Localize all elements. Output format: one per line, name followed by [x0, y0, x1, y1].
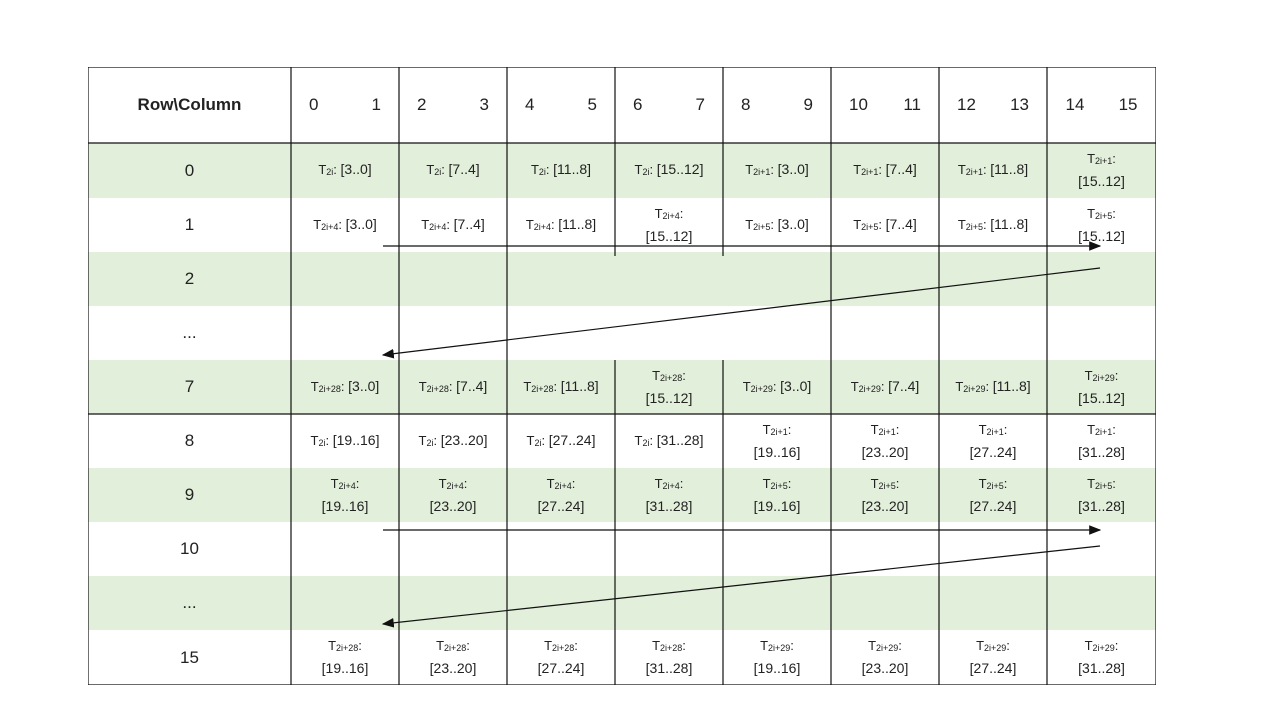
table-cell: T2i+1: [31..28]	[1078, 421, 1125, 460]
table-cell: T2i+4: [3..0]	[313, 215, 377, 232]
column-number: 7	[695, 95, 705, 114]
table-cell: T2i+28: [31..28]	[645, 638, 693, 676]
column-number: 8	[741, 95, 751, 114]
table-cell: T2i+4: [15..12]	[645, 205, 693, 244]
column-header: 12 13	[939, 67, 1047, 143]
table-cell: T2i+28: [23..20]	[429, 638, 477, 676]
table-row: 10	[88, 522, 1156, 576]
row-label: 0	[184, 160, 195, 180]
table-cell: T2i+1: [15..12]	[1078, 151, 1125, 189]
table-cell: T2i+29: [27..24]	[969, 638, 1017, 676]
table-row: 9 T2i+4: [19..16] T2i+4: [23..20] T2i+4: [27..…	[88, 468, 1156, 522]
arrow	[381, 545, 1101, 628]
column-number: 6	[633, 95, 643, 114]
row-label: 2	[184, 269, 195, 288]
table-cell: T2i+5: [19..16]	[753, 475, 801, 514]
table-row: 1 T2i+4: [3..0] T2i+4: [7..4] T2i+4: [11..8…	[88, 198, 1156, 252]
table-row: 15 T2i+28: [19..16] T2i+28: [23..20] T2i+28:[…	[88, 630, 1156, 685]
table-cell: T2i+29: [23..20]	[861, 638, 909, 676]
table-cell: T2i+4: [27..24]	[537, 475, 585, 514]
table-cell: T2i+4: [7..4]	[421, 215, 485, 232]
column-number: 12	[957, 95, 976, 114]
table-row: ...	[88, 306, 1156, 360]
column-number: 10	[849, 95, 868, 114]
table-cell: T2i+28: [27..24]	[537, 638, 585, 676]
table-cell: T2i+1: [23..20]	[861, 421, 909, 460]
arrow	[381, 267, 1101, 359]
row-label: 7	[184, 377, 195, 396]
table-cell: T2i+28: [11..8]	[523, 377, 599, 394]
table-cell: T2i+1: [7..4]	[853, 161, 917, 177]
column-number: 5	[587, 95, 597, 114]
table-cell: T2i+4: [19..16]	[321, 475, 369, 514]
table-cell: T2i+5: [7..4]	[853, 215, 917, 232]
table-cell: T2i+1: [11..8]	[957, 161, 1029, 177]
table-cell: T2i+5: [31..28]	[1078, 475, 1125, 514]
column-number: 1	[371, 95, 381, 114]
column-number: 15	[1118, 95, 1138, 114]
column-number: 3	[479, 95, 489, 114]
column-number: 2	[417, 95, 427, 114]
column-number: 0	[309, 95, 319, 114]
table-cell: T2i+28: [19..16]	[321, 638, 369, 676]
table-cell: T2i+5: [3..0]	[745, 215, 809, 232]
row-label: ...	[182, 593, 197, 612]
table-cell: T2i+5: [23..20]	[861, 475, 909, 514]
column-number: 14	[1065, 95, 1085, 114]
row-label: 9	[184, 485, 195, 504]
column-header: 10 11	[831, 67, 939, 143]
column-header: 14 15	[1047, 67, 1156, 143]
row-column-mapping-table: Row\Column 0 1 2 3 4 5 6 7 8 9 10 11 12 13 14 15 0 T2i: …	[88, 67, 1156, 685]
table-cell: T2i: [19..16]	[310, 431, 380, 448]
table-cell: T2i+29: [3..0]	[742, 377, 812, 394]
column-number: 11	[903, 95, 921, 114]
table-cell: T2i+29: [19..16]	[753, 638, 801, 676]
table-cell: T2i+29: [31..28]	[1078, 638, 1125, 676]
table-cell: T2i+29: [7..4]	[850, 377, 920, 394]
row-label: 8	[184, 431, 195, 450]
table-row: 0 T2i: [3..0] T2i: [7..4] T2i: [11..8] T2i: …	[88, 143, 1156, 198]
row-label: ...	[182, 323, 197, 342]
table-cell: T2i+1: [3..0]	[745, 161, 809, 177]
table-row: ...	[88, 576, 1156, 630]
table-cell: T2i+28: [3..0]	[310, 377, 380, 394]
table-cell: T2i+28: [7..4]	[418, 377, 488, 394]
grid-lines-and-arrows	[88, 67, 1156, 685]
table-cell: T2i: [11..8]	[530, 161, 592, 177]
table-row: 8 T2i: [19..16] T2i: [23..20] T2i: [27..24]…	[88, 414, 1156, 468]
table-cell: T2i+4: [23..20]	[429, 475, 477, 514]
table-cell: T2i+29: [15..12]	[1078, 367, 1125, 406]
table-cell: T2i+4: [31..28]	[645, 475, 693, 514]
table-cell: T2i: [7..4]	[426, 161, 480, 177]
row-label: 1	[184, 215, 195, 234]
header-row: Row\Column 0 1 2 3 4 5 6 7 8 9 10 11 12 13 14 15	[88, 67, 1156, 143]
table-row: 2	[88, 252, 1156, 306]
table-cell: T2i+29: [11..8]	[955, 377, 1031, 394]
table-cell: T2i+1: [27..24]	[969, 421, 1017, 460]
table-cell: T2i: [23..20]	[418, 431, 488, 448]
corner-label: Row\Column	[137, 95, 242, 114]
table-row: 7 T2i+28: [3..0] T2i+28: [7..4] T2i+28: [11…	[88, 360, 1156, 414]
column-number: 9	[803, 95, 813, 114]
table-cell: T2i: [3..0]	[318, 161, 372, 177]
row-label: 10	[180, 539, 199, 558]
table-cell: T2i+28: [15..12]	[645, 367, 693, 406]
table-cell: T2i+5: [27..24]	[969, 475, 1017, 514]
table-cell: T2i+1: [19..16]	[753, 421, 801, 460]
table-cell: T2i+5: [11..8]	[957, 215, 1029, 232]
table-cell: T2i+5: [15..12]	[1078, 205, 1125, 244]
table-cell: T2i: [27..24]	[526, 431, 596, 448]
row-label: 15	[180, 647, 199, 667]
table-cell: T2i+4: [11..8]	[525, 215, 597, 232]
table-cell: T2i: [31..28]	[634, 431, 704, 448]
column-number: 4	[525, 95, 535, 114]
column-number: 13	[1010, 95, 1029, 114]
table-cell: T2i: [15..12]	[634, 161, 704, 177]
